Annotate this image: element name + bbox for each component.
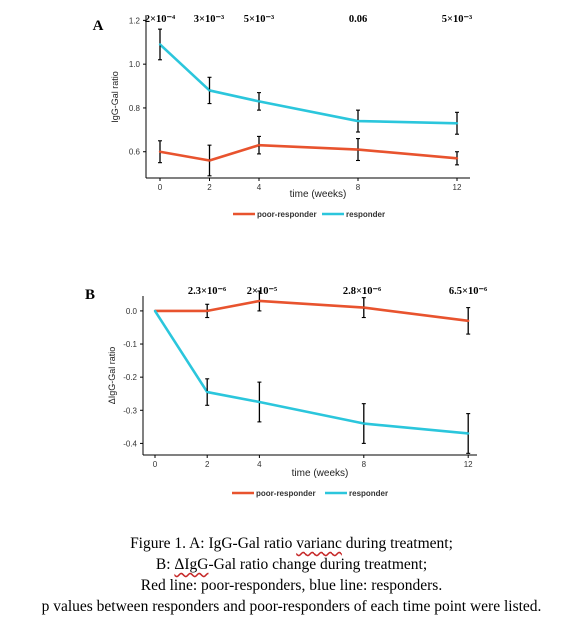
caption-line-1: Figure 1. A: IgG-Gal ratio varianc durin…: [0, 533, 583, 554]
panel-b-x-tick-label: 0: [153, 460, 158, 469]
panel-b-point-responder: [258, 400, 261, 404]
figure-caption: Figure 1. A: IgG-Gal ratio varianc durin…: [0, 533, 583, 617]
panel-b-point-responder: [206, 390, 209, 394]
panel-a-point-responder: [455, 122, 459, 125]
panel-b-p-value: 2×10⁻⁵: [247, 286, 277, 297]
panel-a-point-responder: [356, 119, 360, 123]
figure: A 0.6 0.8 1.0 1.2 0 2 4 8 12 time (weeks) IgG-Gal r…: [85, 14, 487, 498]
panel-b-x-axis-title: time (weeks): [292, 468, 349, 479]
panel-a-point-poor-responder: [455, 157, 459, 160]
caption-line-4: p values between responders and poor-res…: [41, 598, 542, 615]
panel-b-label: B: [85, 287, 95, 303]
panel-b-y-tick-label: -0.2: [123, 373, 137, 382]
caption-panel-b-text: -Gal ratio change during treatment;: [208, 556, 428, 573]
panel-b-y-tick-label: -0.4: [123, 439, 137, 448]
caption-panel-a-text: : IgG-Gal ratio: [200, 535, 297, 552]
panel-b-x-tick-label: 2: [205, 460, 210, 469]
panel-b-point-poor-responder: [362, 306, 365, 309]
panel-a-p-value: 3×10⁻³: [194, 14, 224, 25]
panel-a-legend-label-responder: responder: [346, 210, 385, 219]
panel-a-x-tick-label: 8: [356, 183, 361, 192]
caption-panel-a-label: A: [189, 535, 201, 552]
panel-b-legend-label-responder: responder: [349, 489, 388, 498]
panel-a-p-value: 2×10⁻⁴: [145, 14, 176, 25]
panel-a-point-responder: [158, 43, 162, 46]
panel-b-line-poor-responder: [155, 299, 469, 323]
panel-b-p-value: 6.5×10⁻⁶: [449, 286, 487, 297]
panel-a-y-axis-title: IgG-Gal ratio: [110, 71, 120, 123]
panel-a-y-tick-label: 0.6: [129, 148, 141, 157]
panel-b-y-axis-title: ΔIgG-Gal ratio: [107, 347, 117, 405]
panel-b-point-responder: [467, 432, 470, 435]
caption-line-2: B: ΔIgG-Gal ratio change during treatmen…: [0, 554, 583, 575]
caption-line-3: Red line: poor-responders, blue line: re…: [140, 577, 443, 594]
panel-b-x-tick-label: 8: [362, 460, 367, 469]
panel-a-y-tick-label: 0.8: [129, 104, 141, 113]
panel-a-p-value: 5×10⁻³: [244, 14, 274, 25]
panel-b-x-tick-label: 4: [257, 460, 262, 469]
panel-a-x-tick-label: 0: [158, 183, 163, 192]
panel-b-point-responder: [153, 309, 157, 313]
panel-a-point-responder: [208, 89, 211, 92]
panel-a-p-value: 5×10⁻³: [442, 14, 472, 25]
panel-a-point-poor-responder: [158, 150, 162, 153]
caption-panel-a-end: during treatment;: [341, 535, 453, 552]
caption-prefix: Figure 1.: [130, 535, 190, 552]
panel-a-line-responder: [159, 43, 458, 125]
panel-b-y-tick-label: 0.0: [126, 307, 138, 316]
panel-a-point-responder: [257, 100, 261, 103]
panel-a-x-axis-title: time (weeks): [290, 189, 347, 200]
panel-b-legend-label-poor-responder: poor-responder: [256, 489, 316, 498]
panel-a-point-poor-responder: [257, 143, 261, 147]
panel-a-x-tick-label: 12: [453, 183, 462, 192]
panel-a-x-tick-label: 2: [207, 183, 212, 192]
panel-a-x-tick-label: 4: [257, 183, 262, 192]
panel-a-point-poor-responder: [356, 148, 360, 151]
panel-b-point-poor-responder: [258, 299, 261, 303]
panel-b-point-poor-responder: [206, 309, 209, 313]
panel-b-line-responder: [153, 310, 469, 435]
panel-b-p-value: 2.8×10⁻⁶: [343, 286, 381, 297]
panel-b-point-responder: [362, 422, 365, 425]
panel-a-p-value: 0.06: [349, 14, 367, 25]
panel-b-p-value: 2.3×10⁻⁶: [188, 286, 226, 297]
panel-a-legend-label-poor-responder: poor-responder: [257, 210, 317, 219]
caption-misspelled-word: varianc: [296, 535, 342, 552]
panel-a-y-tick-label: 1.2: [129, 16, 141, 25]
panel-b-point-poor-responder: [467, 319, 470, 323]
caption-panel-b-label: B:: [155, 556, 175, 573]
panel-a-line-poor-responder: [159, 143, 458, 162]
panel-a-label: A: [93, 18, 104, 34]
caption-flagged-word: ΔIgG: [174, 556, 209, 573]
panel-a-y-tick-label: 1.0: [129, 60, 141, 69]
panel-b-y-tick-label: -0.1: [123, 340, 137, 349]
panel-a-point-poor-responder: [208, 159, 211, 162]
panel-b-x-tick-label: 12: [464, 460, 473, 469]
panel-b-y-tick-label: -0.3: [123, 406, 137, 415]
